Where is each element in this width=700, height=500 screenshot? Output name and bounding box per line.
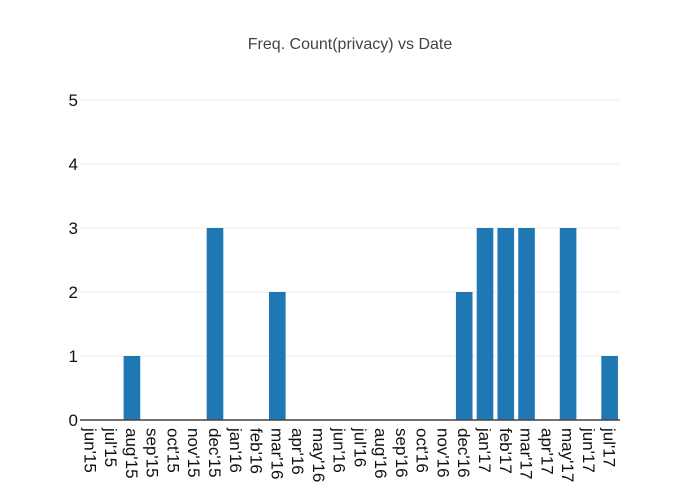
y-tick-label: 1 [69,347,78,366]
bar[interactable] [123,356,141,420]
x-tick-label: may'16 [309,428,328,482]
y-tick-label: 5 [69,91,78,110]
x-tick-label: jan'17 [475,427,494,473]
gridlines [80,99,620,357]
x-tick-label: mar'16 [267,428,286,479]
x-tick-label: mar'17 [517,428,536,479]
x-tick-label: jun'16 [330,427,349,473]
x-tick-label: jun'15 [80,427,99,473]
x-tick-label: dec'16 [454,428,473,478]
x-tick-label: may'17 [558,428,577,482]
bar[interactable] [518,228,535,420]
bar[interactable] [206,228,224,420]
bar[interactable] [476,228,494,420]
x-tick-label: nov'16 [433,428,452,478]
x-tick-label: sep'15 [143,428,162,478]
bar[interactable] [497,228,515,420]
x-tick-label: apr'16 [288,428,307,475]
x-tick-label: jul'17 [600,427,619,467]
x-tick-label: jul'16 [350,427,369,467]
y-tick-label: 3 [69,219,78,238]
bar[interactable] [601,356,618,420]
x-tick-label: apr'17 [537,428,556,475]
bar[interactable] [455,292,473,420]
x-tick-labels: jun'15 jul'15 aug'15 sep'15 oct'15 nov'15 dec'… [80,427,618,482]
bars [123,228,618,420]
y-tick-label: 0 [69,411,78,430]
x-tick-label: aug'15 [122,428,141,479]
x-tick-label: jul'15 [101,427,120,467]
x-tick-label: jun'17 [579,427,598,473]
chart-title: Freq. Count(privacy) vs Date [248,36,453,53]
x-tick-label: nov'15 [184,428,203,478]
x-tick-label: feb'17 [496,428,515,474]
x-tick-label: oct'16 [413,428,432,473]
y-tick-label: 4 [69,155,78,174]
y-tick-label: 2 [69,283,78,302]
x-tick-label: aug'16 [371,428,390,479]
bar[interactable] [269,292,286,420]
x-tick-label: sep'16 [392,428,411,478]
x-tick-label: dec'15 [205,428,224,478]
bar[interactable] [559,228,577,420]
x-tick-label: feb'16 [247,428,266,474]
y-tick-labels: 0 1 2 3 4 5 [69,91,78,430]
x-tick-label: jan'16 [226,427,245,473]
x-tick-label: oct'15 [163,428,182,473]
